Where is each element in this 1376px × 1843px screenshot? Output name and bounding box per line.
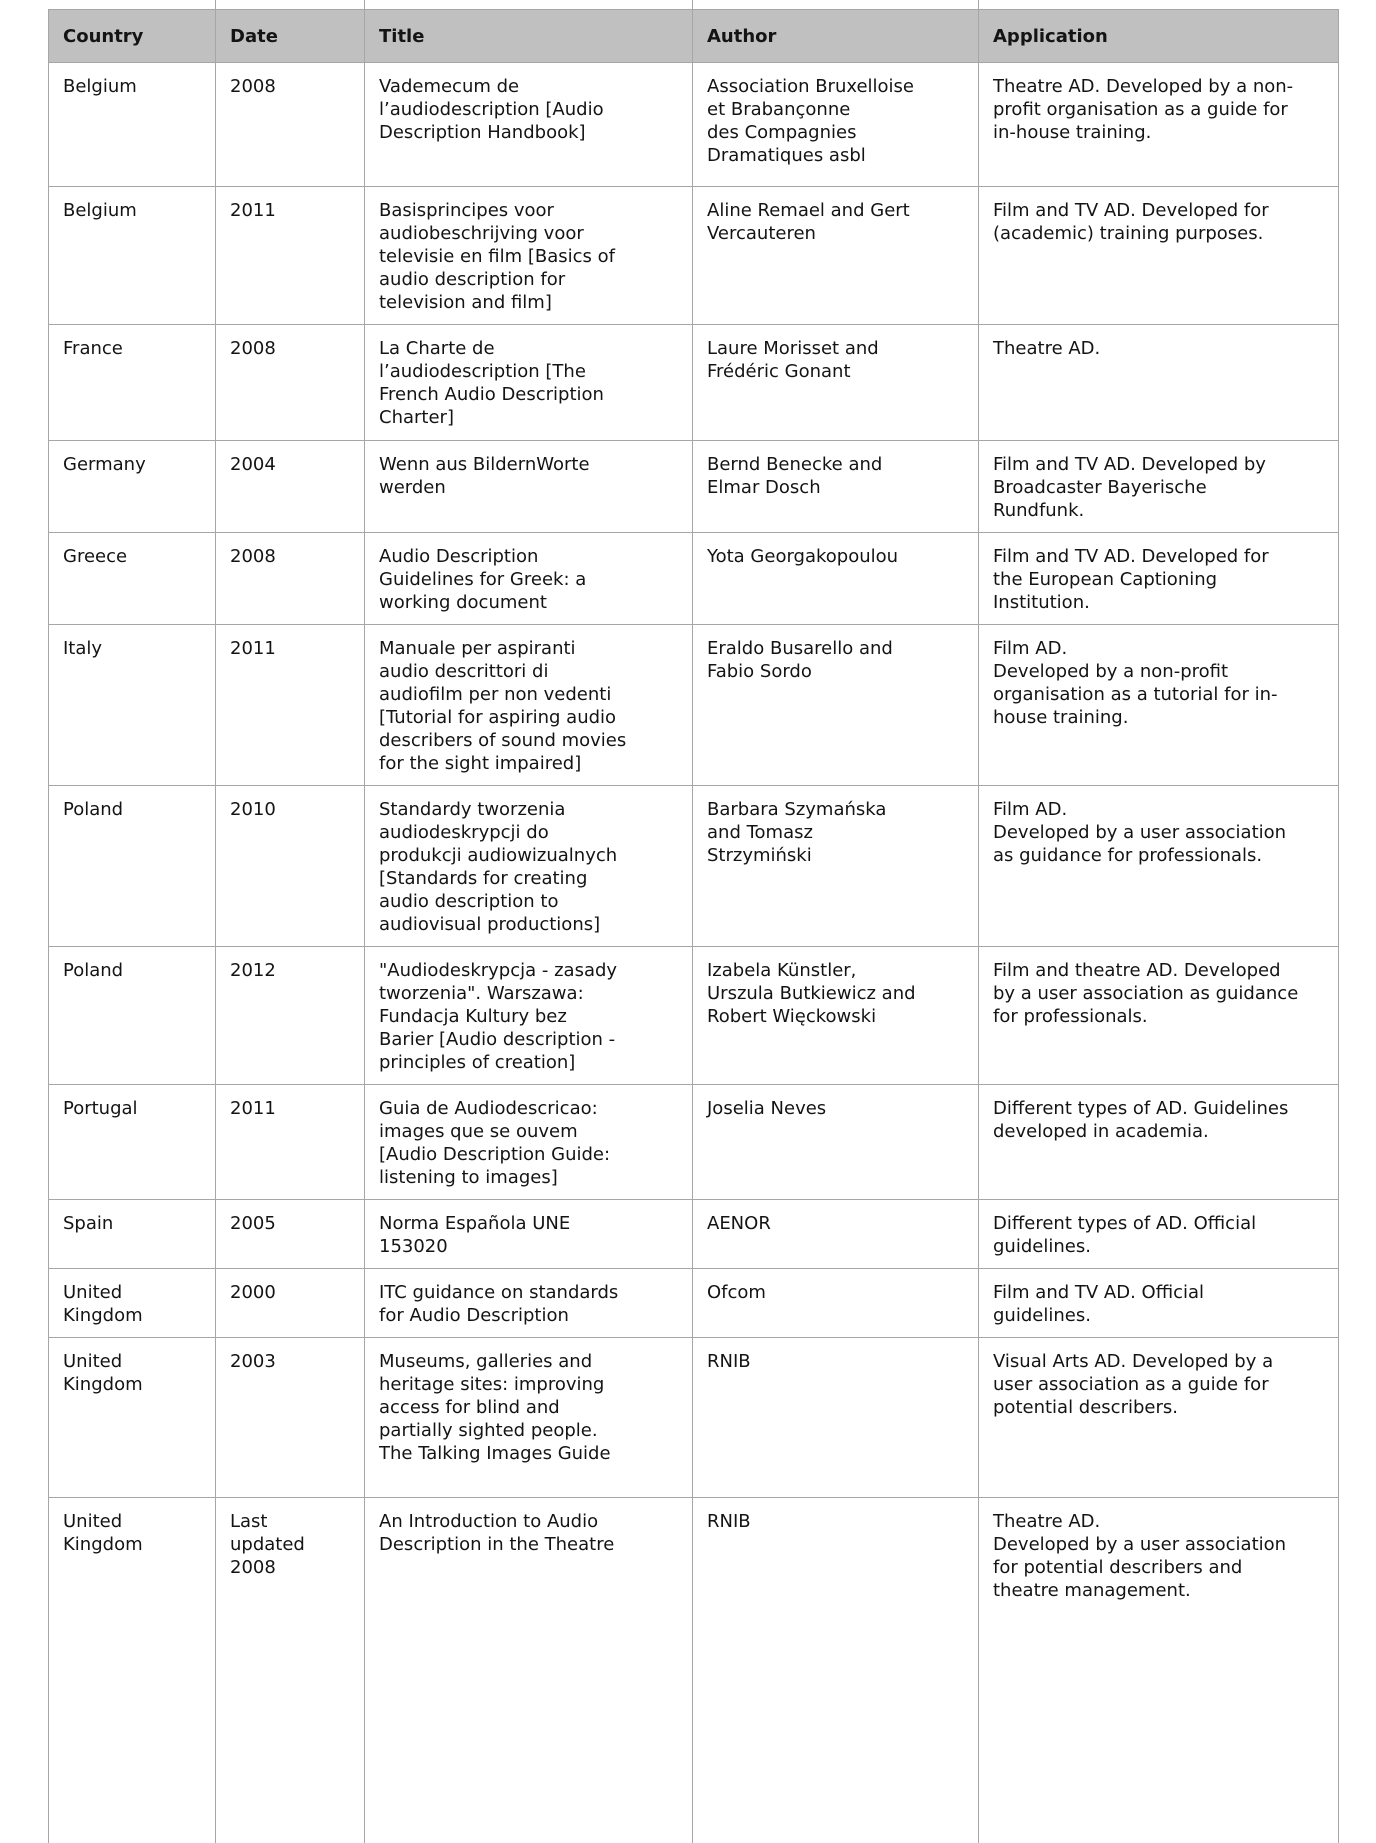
cell-country: Portugal xyxy=(48,1084,216,1200)
row-belgium-2008: Belgium 2008 Vademecum de l’audiodescrip… xyxy=(48,62,1339,187)
cell-date: 2012 xyxy=(215,946,365,1085)
row-spain-2005: Spain 2005 Norma Española UNE 153020 AEN… xyxy=(48,1199,1339,1269)
row-uk-2003: United Kingdom 2003 Museums, galleries a… xyxy=(48,1337,1339,1498)
cell-date: 2010 xyxy=(215,785,365,947)
cell-date: 2005 xyxy=(215,1199,365,1269)
cell-date: 2003 xyxy=(215,1337,365,1498)
cell-author: Aline Remael and Gert Vercauteren xyxy=(692,186,979,325)
cell-title: Guia de Audiodescricao: images que se ou… xyxy=(364,1084,693,1200)
cell-application: Film and theatre AD. Developed by a user… xyxy=(978,946,1339,1085)
cell-author: Yota Georgakopoulou xyxy=(692,532,979,625)
cell-application: Film AD. Developed by a non-profit organ… xyxy=(978,624,1339,786)
row-poland-2012: Poland 2012 "Audiodeskrypcja - zasady tw… xyxy=(48,946,1339,1085)
cell-country: Italy xyxy=(48,624,216,786)
cell-application: Film and TV AD. Developed for the Europe… xyxy=(978,532,1339,625)
cell-title: Wenn aus BildernWorte werden xyxy=(364,440,693,533)
cell-title: An Introduction to Audio Description in … xyxy=(364,1497,693,1843)
column-header-date: Date xyxy=(215,9,365,63)
cell-author: AENOR xyxy=(692,1199,979,1269)
cell-country: Spain xyxy=(48,1199,216,1269)
column-border-stub xyxy=(215,0,216,9)
column-header-country: Country xyxy=(48,9,216,63)
cell-application: Theatre AD. xyxy=(978,324,1339,441)
cell-date: Last updated 2008 xyxy=(215,1497,365,1843)
row-poland-2010: Poland 2010 Standardy tworzenia audiodes… xyxy=(48,785,1339,947)
cell-country: Belgium xyxy=(48,62,216,187)
cell-author: Bernd Benecke and Elmar Dosch xyxy=(692,440,979,533)
table-cutoff-top xyxy=(48,0,1338,9)
cell-country: United Kingdom xyxy=(48,1337,216,1498)
cell-country: United Kingdom xyxy=(48,1497,216,1843)
cell-application: Theatre AD. Developed by a non- profit o… xyxy=(978,62,1339,187)
row-belgium-2011: Belgium 2011 Basisprincipes voor audiobe… xyxy=(48,186,1339,325)
cell-date: 2008 xyxy=(215,532,365,625)
cell-title: Museums, galleries and heritage sites: i… xyxy=(364,1337,693,1498)
cell-author: Izabela Künstler, Urszula Butkiewicz and… xyxy=(692,946,979,1085)
cell-title: ITC guidance on standards for Audio Desc… xyxy=(364,1268,693,1338)
cell-author: Eraldo Busarello and Fabio Sordo xyxy=(692,624,979,786)
cell-date: 2000 xyxy=(215,1268,365,1338)
column-border-stub xyxy=(364,0,365,9)
cell-application: Film AD. Developed by a user association… xyxy=(978,785,1339,947)
cell-title: Norma Española UNE 153020 xyxy=(364,1199,693,1269)
cell-title: Manuale per aspiranti audio descrittori … xyxy=(364,624,693,786)
cell-country: Poland xyxy=(48,785,216,947)
column-header-author: Author xyxy=(692,9,979,63)
cell-author: Barbara Szymańska and Tomasz Strzymiński xyxy=(692,785,979,947)
cell-application: Film and TV AD. Developed for (academic)… xyxy=(978,186,1339,325)
cell-date: 2011 xyxy=(215,1084,365,1200)
cell-author: Association Bruxelloise et Brabançonne d… xyxy=(692,62,979,187)
cell-author: Ofcom xyxy=(692,1268,979,1338)
cell-date: 2004 xyxy=(215,440,365,533)
cell-country: Greece xyxy=(48,532,216,625)
cell-title: "Audiodeskrypcja - zasady tworzenia". Wa… xyxy=(364,946,693,1085)
cell-application: Visual Arts AD. Developed by a user asso… xyxy=(978,1337,1339,1498)
cell-title: La Charte de l’audiodescription [The Fre… xyxy=(364,324,693,441)
cell-date: 2011 xyxy=(215,186,365,325)
cell-date: 2008 xyxy=(215,324,365,441)
cell-title: Audio Description Guidelines for Greek: … xyxy=(364,532,693,625)
cell-title: Basisprincipes voor audiobeschrijving vo… xyxy=(364,186,693,325)
row-germany-2004: Germany 2004 Wenn aus BildernWorte werde… xyxy=(48,440,1339,533)
cell-author: RNIB xyxy=(692,1497,979,1843)
cell-date: 2011 xyxy=(215,624,365,786)
cell-application: Theatre AD. Developed by a user associat… xyxy=(978,1497,1339,1843)
cell-country: Belgium xyxy=(48,186,216,325)
row-portugal-2011: Portugal 2011 Guia de Audiodescricao: im… xyxy=(48,1084,1339,1200)
cell-application: Film and TV AD. Developed by Broadcaster… xyxy=(978,440,1339,533)
row-uk-last-updated-2008: United Kingdom Last updated 2008 An Intr… xyxy=(48,1497,1339,1843)
cell-application: Film and TV AD. Official guidelines. xyxy=(978,1268,1339,1338)
row-france-2008: France 2008 La Charte de l’audiodescript… xyxy=(48,324,1339,441)
table-header-row: Country Date Title Author Application xyxy=(48,9,1339,63)
column-header-title: Title xyxy=(364,9,693,63)
cell-application: Different types of AD. Official guidelin… xyxy=(978,1199,1339,1269)
row-greece-2008: Greece 2008 Audio Description Guidelines… xyxy=(48,532,1339,625)
cell-country: France xyxy=(48,324,216,441)
cell-author: Joselia Neves xyxy=(692,1084,979,1200)
column-border-stub xyxy=(692,0,693,9)
row-uk-2000: United Kingdom 2000 ITC guidance on stan… xyxy=(48,1268,1339,1338)
cell-title: Vademecum de l’audiodescription [Audio D… xyxy=(364,62,693,187)
cell-country: Poland xyxy=(48,946,216,1085)
cell-author: RNIB xyxy=(692,1337,979,1498)
cell-author: Laure Morisset and Frédéric Gonant xyxy=(692,324,979,441)
cell-country: United Kingdom xyxy=(48,1268,216,1338)
cell-country: Germany xyxy=(48,440,216,533)
column-border-stub xyxy=(978,0,979,9)
cell-title: Standardy tworzenia audiodeskrypcji do p… xyxy=(364,785,693,947)
cell-date: 2008 xyxy=(215,62,365,187)
ad-guidelines-table: Country Date Title Author Application Be… xyxy=(48,9,1339,1843)
row-italy-2011: Italy 2011 Manuale per aspiranti audio d… xyxy=(48,624,1339,786)
column-header-application: Application xyxy=(978,9,1339,63)
cell-application: Different types of AD. Guidelines develo… xyxy=(978,1084,1339,1200)
